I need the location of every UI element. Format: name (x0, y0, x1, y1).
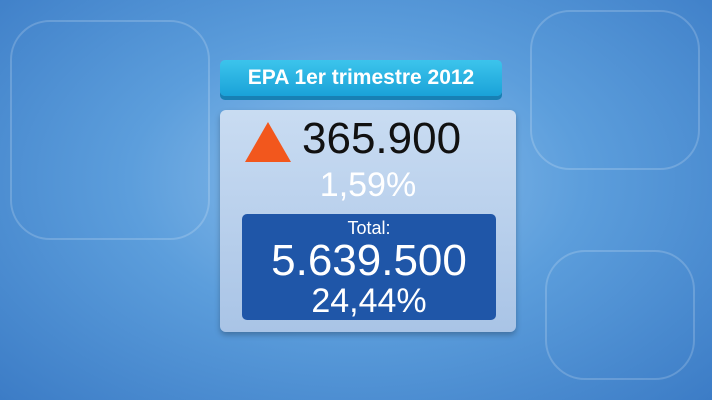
background-line (545, 250, 695, 380)
stats-panel: 365.900 1,59% Total: 5.639.500 24,44% (220, 110, 516, 332)
title-banner: EPA 1er trimestre 2012 (220, 60, 502, 96)
change-percent: 1,59% (319, 166, 417, 204)
background-line (530, 10, 700, 170)
total-box: Total: 5.639.500 24,44% (242, 214, 496, 320)
up-triangle-icon (245, 122, 291, 162)
background-line (10, 20, 210, 240)
total-value: 5.639.500 (271, 236, 467, 285)
total-percent: 24,44% (311, 282, 427, 320)
change-value: 365.900 (302, 114, 462, 163)
total-label: Total: (347, 218, 391, 238)
